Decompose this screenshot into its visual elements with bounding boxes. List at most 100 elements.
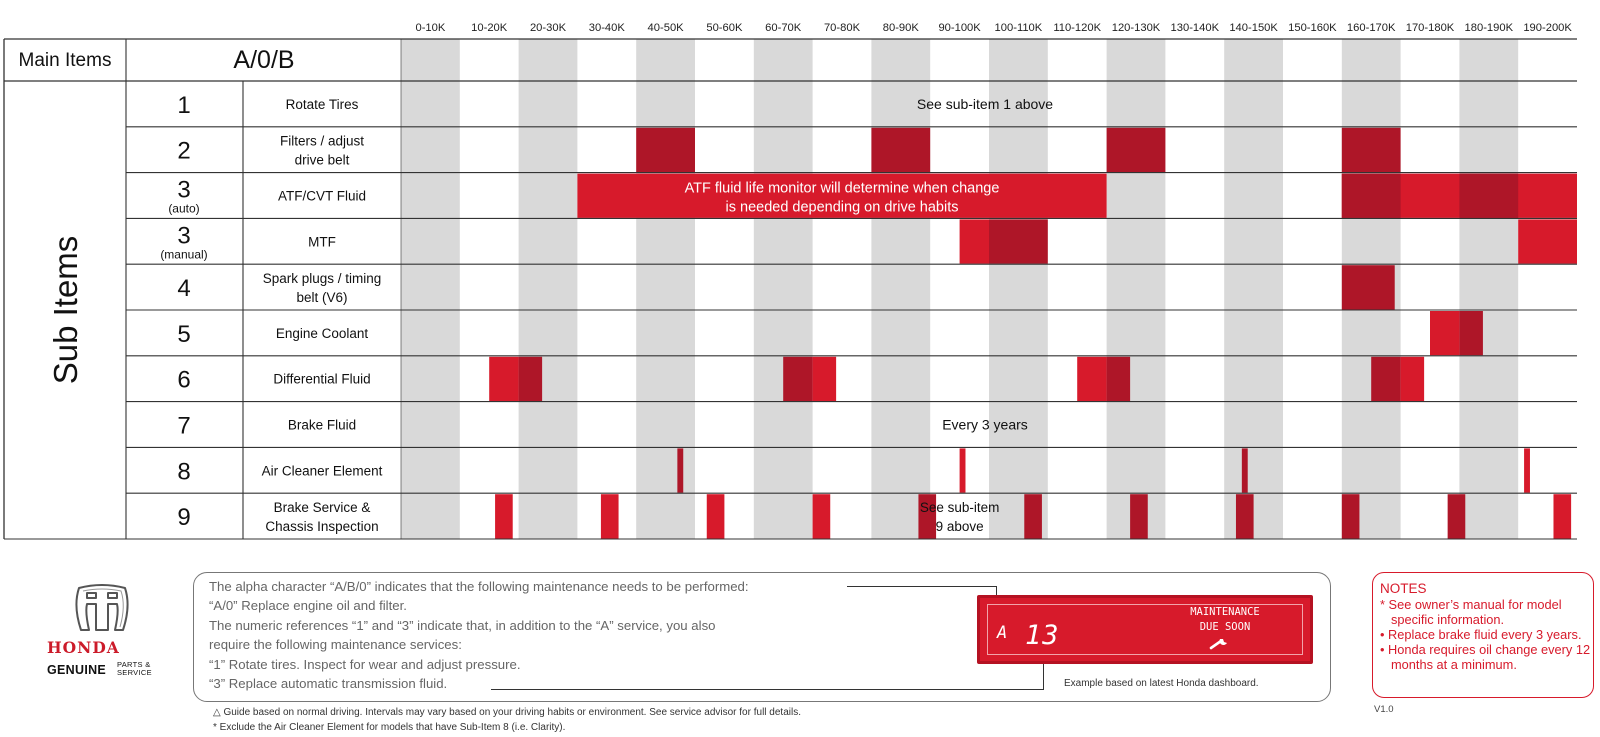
row-number: 3 <box>177 222 190 249</box>
leader-line-letter <box>847 586 997 588</box>
dashboard-message-line: DUE SOON <box>1199 621 1251 633</box>
service-mark <box>1518 219 1577 264</box>
row-number: 8 <box>177 458 190 485</box>
interval-label: 80-90K <box>883 22 920 34</box>
interval-label: 120-130K <box>1112 22 1161 34</box>
row-annotation: Every 3 years <box>942 417 1028 433</box>
service-mark <box>1341 265 1395 310</box>
service-mark <box>1077 356 1107 402</box>
row-annotation: 9 above <box>936 519 984 534</box>
genuine-label: GENUINE <box>47 663 107 677</box>
interval-column-shade <box>401 39 460 539</box>
row-description: belt (V6) <box>296 290 347 305</box>
dashboard-letter: A <box>997 623 1008 643</box>
service-mark <box>871 127 931 173</box>
leader-line-number <box>491 689 1043 691</box>
row-annotation: See sub-item 1 above <box>917 96 1053 112</box>
row-annotation: is needed depending on drive habits <box>726 200 959 216</box>
service-mark <box>1024 494 1042 539</box>
notes-box <box>1372 572 1594 698</box>
interval-column-shade <box>636 39 695 539</box>
service-mark <box>600 494 619 539</box>
service-mark <box>1430 311 1460 356</box>
service-mark <box>1400 356 1425 402</box>
service-mark <box>1341 127 1401 173</box>
parts-label: PARTS & <box>117 660 151 669</box>
interval-label: 160-170K <box>1347 22 1396 34</box>
interval-column-shade <box>989 39 1048 539</box>
service-mark <box>1106 127 1166 173</box>
row-number: 1 <box>177 92 190 119</box>
dashboard-display <box>977 595 1313 664</box>
interval-column-shade <box>518 39 578 539</box>
interval-label: 150-160K <box>1288 22 1337 34</box>
sub-items-label: Sub Items <box>47 236 84 385</box>
interval-column-shade <box>753 39 813 539</box>
row-number: 9 <box>177 504 190 531</box>
service-mark <box>1553 494 1572 539</box>
dashboard-message: MAINTENANCE DUE SOON <box>1150 605 1300 635</box>
row-number: 3 <box>177 177 190 204</box>
main-items-value: A/0/B <box>233 46 294 74</box>
dashboard-caption: Example based on latest Honda dashboard. <box>1064 678 1259 689</box>
service-mark <box>959 448 966 493</box>
row-description: Filters / adjust <box>280 134 364 149</box>
interval-column-shade <box>871 39 931 539</box>
note-item: • Honda requires oil change every 12 mon… <box>1380 642 1591 672</box>
service-mark <box>1371 356 1401 402</box>
service-mark <box>706 494 725 539</box>
legend-text: The alpha character “A/B/0” indicates th… <box>209 577 849 693</box>
row-annotation: See sub-item <box>920 500 1000 515</box>
service-mark <box>918 494 937 539</box>
row-description: Brake Service & <box>274 500 371 515</box>
row-description: Brake Fluid <box>288 418 356 433</box>
service-mark <box>677 448 684 493</box>
leader-line-number <box>1043 652 1045 690</box>
honda-wing-logo <box>75 584 129 631</box>
interval-label: 20-30K <box>530 22 567 34</box>
service-mark <box>1341 494 1360 539</box>
legend-line: The alpha character “A/B/0” indicates th… <box>209 579 749 594</box>
row-number-qualifier: (auto) <box>168 202 199 216</box>
row-annotation: ATF fluid life monitor will determine wh… <box>685 181 1000 197</box>
row-number: 2 <box>177 138 190 165</box>
row-number: 4 <box>177 275 190 302</box>
interval-label: 70-80K <box>824 22 861 34</box>
interval-label: 100-110K <box>995 22 1043 34</box>
interval-column-shade <box>1106 39 1166 539</box>
service-mark <box>518 356 543 402</box>
service-mark <box>1130 494 1148 539</box>
row-description: Rotate Tires <box>286 97 359 112</box>
interval-label: 180-190K <box>1465 22 1514 34</box>
interval-label: 110-120K <box>1053 22 1101 34</box>
service-mark <box>1241 448 1248 493</box>
main-items-label: Main Items <box>19 50 112 71</box>
service-mark <box>1235 494 1254 539</box>
row-description: drive belt <box>295 153 350 168</box>
interval-label: 0-10K <box>415 22 445 34</box>
service-mark <box>1447 494 1466 539</box>
service-mark <box>495 494 513 539</box>
legend-line: “3” Replace automatic transmission fluid… <box>209 676 448 692</box>
row-number: 6 <box>177 367 190 394</box>
interval-label: 90-100K <box>938 22 981 34</box>
service-mark <box>1459 311 1483 356</box>
row-number-qualifier: (manual) <box>160 247 207 261</box>
notes-title: NOTES <box>1380 581 1427 596</box>
footnote: △ Guide based on normal driving. Interva… <box>213 707 801 718</box>
legend-line: The numeric references “1” and “3” indic… <box>209 617 716 633</box>
parts-service-label: PARTS & SERVICE <box>117 661 152 677</box>
interval-label: 40-50K <box>648 22 685 34</box>
legend-box <box>193 572 1331 702</box>
footnote: * Exclude the Air Cleaner Element for mo… <box>213 722 566 733</box>
row-description: Engine Coolant <box>276 326 369 341</box>
interval-label: 60-70K <box>765 22 802 34</box>
interval-label: 10-20K <box>471 22 508 34</box>
service-mark <box>636 127 695 173</box>
interval-column-shade <box>1224 39 1283 539</box>
row-number: 7 <box>177 413 190 440</box>
interval-column-shade <box>1459 39 1519 539</box>
service-mark <box>989 219 1048 264</box>
legend-line: require the following maintenance servic… <box>209 637 462 653</box>
honda-wordmark: HONDA <box>47 638 120 657</box>
